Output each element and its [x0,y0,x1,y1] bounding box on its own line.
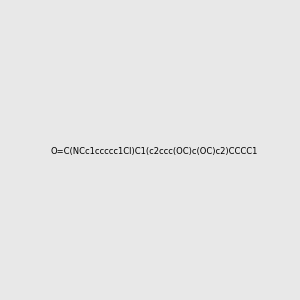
Text: O=C(NCc1ccccc1Cl)C1(c2ccc(OC)c(OC)c2)CCCC1: O=C(NCc1ccccc1Cl)C1(c2ccc(OC)c(OC)c2)CCC… [50,147,257,156]
